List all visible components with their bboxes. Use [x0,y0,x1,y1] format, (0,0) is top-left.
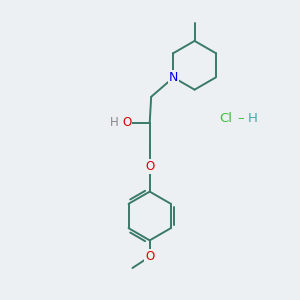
Text: N: N [169,71,178,84]
Text: O: O [145,160,154,173]
Text: O: O [145,250,154,263]
Text: H: H [110,116,118,130]
Text: H: H [248,112,257,125]
Text: –: – [237,112,244,125]
Text: O: O [122,116,131,130]
Text: Cl: Cl [219,112,232,125]
